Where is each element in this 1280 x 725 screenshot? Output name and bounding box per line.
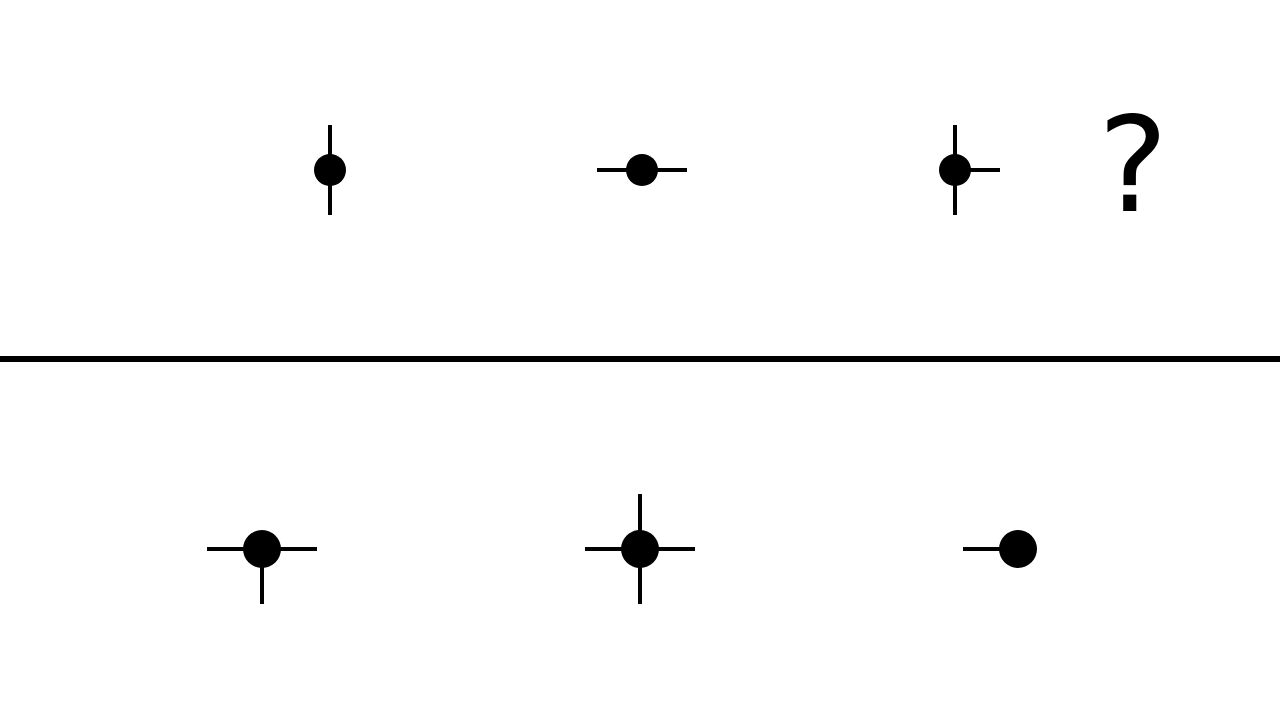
question-mark: ? bbox=[1098, 89, 1169, 243]
sequence-figure-3 bbox=[939, 125, 1000, 215]
sequence-figure-1 bbox=[314, 125, 346, 215]
sequence-figure-2 bbox=[597, 154, 687, 186]
sequence-row bbox=[314, 125, 1000, 215]
center-dot bbox=[314, 154, 346, 186]
center-dot bbox=[621, 530, 659, 568]
option-figure-3 bbox=[963, 530, 1037, 568]
option-figure-1 bbox=[207, 530, 317, 604]
center-dot bbox=[939, 154, 971, 186]
center-dot bbox=[999, 530, 1037, 568]
option-figure-2 bbox=[585, 494, 695, 604]
options-row bbox=[207, 494, 1037, 604]
center-dot bbox=[243, 530, 281, 568]
center-dot bbox=[626, 154, 658, 186]
